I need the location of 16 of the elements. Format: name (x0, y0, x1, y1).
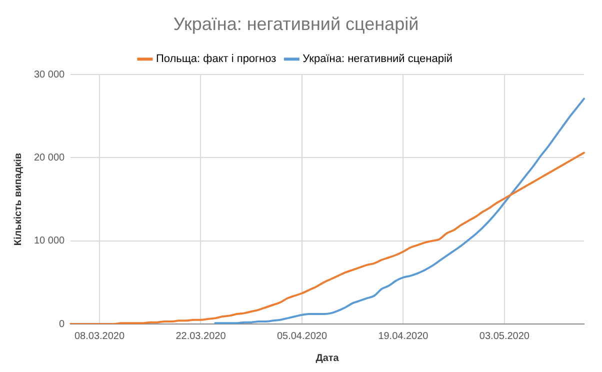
y-tick-label: 20 000 (34, 152, 66, 164)
x-tick-label: 05.04.2020 (276, 330, 328, 342)
legend-label: Україна: негативний сценарій (302, 53, 453, 66)
x-tick-label: 08.03.2020 (74, 330, 125, 342)
x-tick-label: 03.05.2020 (479, 330, 530, 342)
chart-title: Україна: негативний сценарій (173, 14, 419, 34)
x-tick-label: 22.03.2020 (176, 330, 226, 342)
y-axis-title: Кількість випадків (12, 152, 24, 246)
y-tick-label: 10 000 (34, 236, 66, 247)
x-axis-title: Дата (316, 352, 340, 364)
y-tick-label: 30 000 (34, 69, 66, 80)
x-tick-label: 19.04.2020 (378, 330, 429, 342)
y-tick-label: 0 (59, 318, 66, 330)
line-series (70, 152, 585, 324)
line-series (214, 98, 585, 324)
legend-label: Польща: факт і прогноз (156, 53, 276, 66)
